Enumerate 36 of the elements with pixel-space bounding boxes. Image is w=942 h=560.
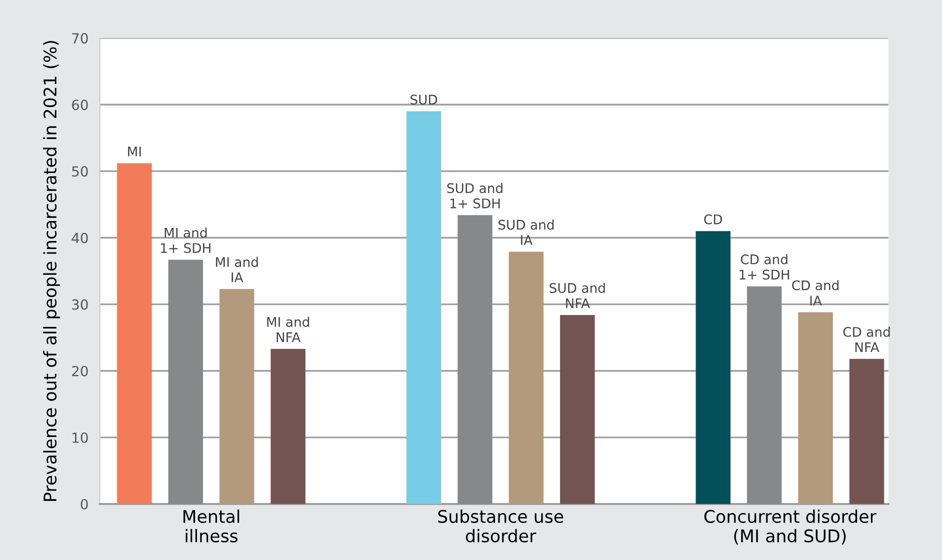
y-tick-label: 70 <box>72 33 88 44</box>
data-label: MI and 1+ SDH <box>161 228 210 253</box>
data-label: SUD and IA <box>498 220 554 245</box>
bar <box>508 252 544 504</box>
y-tick-label: 50 <box>72 166 88 177</box>
bar <box>117 163 152 504</box>
data-label: SUD and NFA <box>550 282 605 308</box>
y-tick-label: 20 <box>72 366 88 376</box>
bar <box>406 111 442 504</box>
y-tick-label: 10 <box>72 432 88 443</box>
y-tick-label: 60 <box>72 100 88 110</box>
data-label: MI and NFA <box>267 316 310 342</box>
x-tick-label: Mental illness <box>183 510 240 542</box>
bar <box>798 312 833 504</box>
bar <box>696 231 730 504</box>
y-tick-label: 0 <box>80 498 88 510</box>
y-tick-label: 30 <box>72 299 88 310</box>
y-axis-title: Prevalence out of all people incarcerated in 2021 (%) <box>43 41 60 501</box>
bar <box>560 314 595 504</box>
x-tick-label: Substance use disorder <box>438 510 564 542</box>
data-label: CD and NFA <box>843 326 890 352</box>
data-label: SUD <box>410 94 438 105</box>
bar <box>746 286 782 504</box>
data-label: MI and IA <box>216 256 258 282</box>
data-label: MI <box>128 146 141 156</box>
bar <box>219 289 254 504</box>
bar <box>270 348 306 504</box>
bar <box>849 358 884 504</box>
bar <box>458 215 492 504</box>
data-label: CD <box>704 214 722 224</box>
data-label: SUD and 1+ SDH <box>447 182 502 208</box>
bar <box>168 260 203 504</box>
data-label: CD and 1+ SDH <box>740 254 790 280</box>
x-tick-label: Concurrent disorder (MI and SUD) <box>704 510 876 544</box>
data-label: CD and IA <box>792 280 839 306</box>
y-tick-label: 40 <box>72 232 88 244</box>
